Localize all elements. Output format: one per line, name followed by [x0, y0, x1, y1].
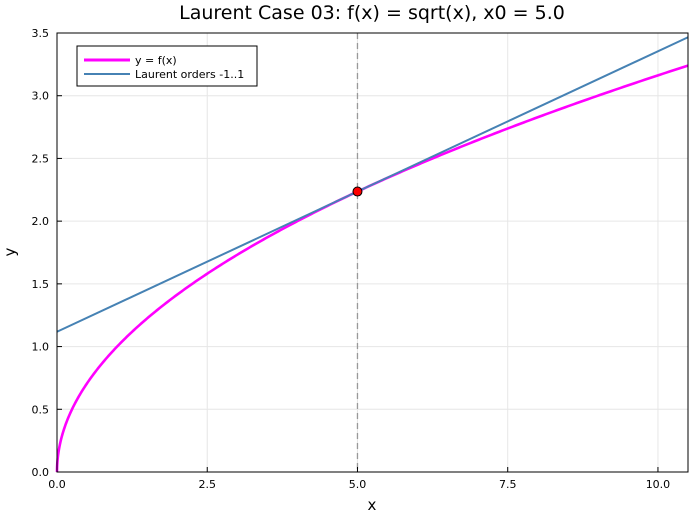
y-tick-label: 0.5	[32, 403, 50, 416]
ticks: 0.0 2.5 5.0 7.5 10.0 0.0 0.5 1.0 1.5 2.0 2.5 3.0 3.5	[32, 27, 671, 491]
y-tick-label: 3.0	[32, 90, 50, 103]
y-axis-label: y	[1, 247, 19, 256]
x-tick-label: 10.0	[646, 478, 671, 491]
y-tick-label: 2.5	[32, 152, 50, 165]
x-axis-label: x	[368, 496, 377, 514]
x-tick-label: 2.5	[198, 478, 216, 491]
y-tick-label: 3.5	[32, 27, 50, 40]
y-tick-label: 2.0	[32, 215, 50, 228]
series-line-laurent	[56, 36, 689, 333]
chart-title: Laurent Case 03: f(x) = sqrt(x), x0 = 5.…	[179, 2, 565, 24]
x-tick-label: 7.5	[499, 478, 517, 491]
y-tick-label: 1.0	[32, 341, 50, 354]
x-tick-label: 5.0	[349, 478, 367, 491]
legend-box	[76, 45, 258, 87]
legend: y = f(x) Laurent orders -1..1	[76, 45, 258, 87]
expansion-point-marker	[352, 186, 363, 197]
legend-label-laurent: Laurent orders -1..1	[135, 68, 244, 81]
series-layer	[55, 36, 689, 472]
series-line-f	[55, 64, 689, 472]
y-tick-label: 1.5	[32, 278, 50, 291]
y-tick-label: 0.0	[32, 466, 50, 479]
plot-frame	[56, 32, 689, 473]
legend-label-f: y = f(x)	[135, 54, 177, 67]
x-tick-label: 0.0	[48, 478, 66, 491]
marker-layer	[352, 186, 363, 197]
